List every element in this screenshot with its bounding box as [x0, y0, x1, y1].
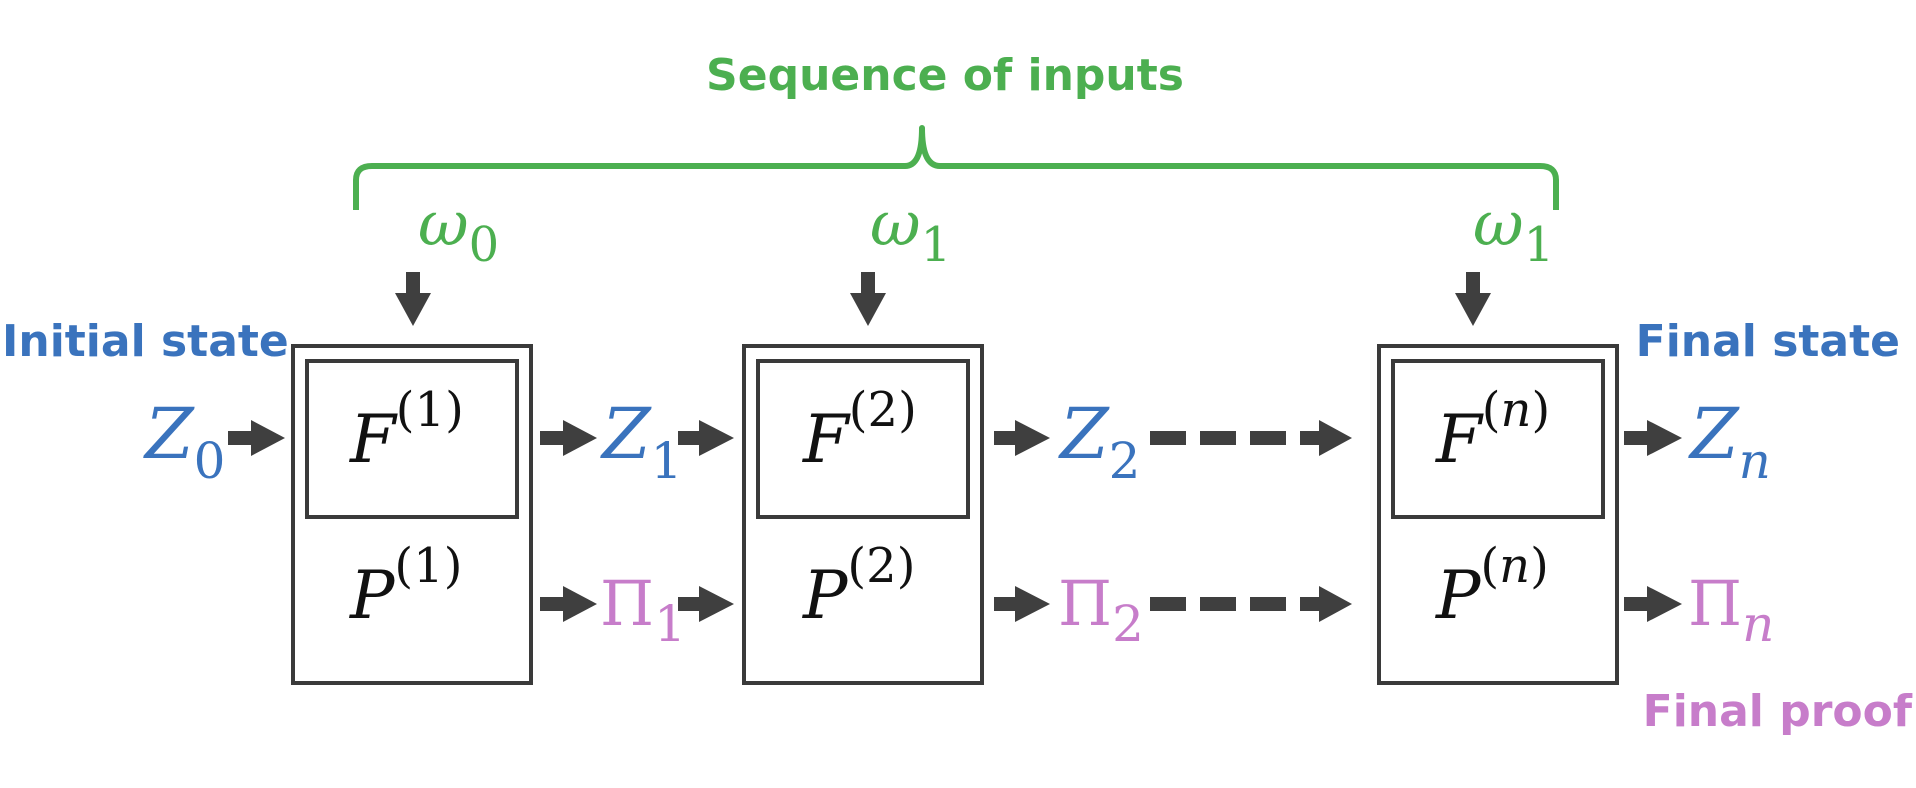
step-box-3: [1377, 344, 1619, 685]
proof-arrow-pn-to-pin: [1624, 586, 1682, 622]
function-f-1: F(1): [349, 382, 464, 478]
state-arrow-fn-to-zn: [1624, 420, 1682, 456]
final-proof-label: Final proof: [1643, 686, 1913, 737]
state-z-0: Z0: [143, 393, 225, 490]
input-arrow-3: [1455, 272, 1491, 326]
sequence-title: Sequence of inputs: [706, 50, 1184, 101]
proof-pi-2: Π2: [1058, 567, 1144, 653]
state-arrow-f2-to-z2: [994, 420, 1050, 456]
state-arrow-f1-to-z1: [540, 420, 597, 456]
proof-pi-n: Πn: [1688, 567, 1774, 653]
prover-p-1: P(1): [349, 538, 462, 634]
proof-arrow-p2-to-pi2: [994, 586, 1050, 622]
initial-state-label: Initial state: [2, 316, 289, 367]
step-box-1: [291, 344, 533, 685]
state-arrow-z0-to-f1: [228, 420, 285, 456]
state-z-n: Zn: [1688, 393, 1771, 490]
prover-p-3: P(n): [1435, 538, 1549, 634]
step-box-2: [742, 344, 984, 685]
input-arrow-1: [395, 272, 431, 326]
state-arrow-z1-to-f2: [678, 420, 734, 456]
proof-pi-1: Π1: [600, 567, 686, 653]
input-brace: [353, 125, 1559, 210]
function-f-3: F(n): [1435, 382, 1550, 478]
state-z-2: Z2: [1058, 393, 1140, 490]
input-omega-1: ω0: [418, 187, 499, 273]
input-arrow-2: [850, 272, 886, 326]
input-omega-3: ω1: [1473, 187, 1554, 273]
proof-arrow-pi1-to-p2: [678, 586, 734, 622]
state-z-1: Z1: [600, 393, 682, 490]
state-dashed-arrow: [1150, 420, 1352, 456]
final-state-label: Final state: [1636, 316, 1900, 367]
input-omega-2: ω1: [870, 187, 951, 273]
prover-p-2: P(2): [802, 538, 915, 634]
proof-dashed-arrow: [1150, 586, 1352, 622]
proof-arrow-p1-to-pi1: [540, 586, 597, 622]
function-f-2: F(2): [802, 382, 917, 478]
